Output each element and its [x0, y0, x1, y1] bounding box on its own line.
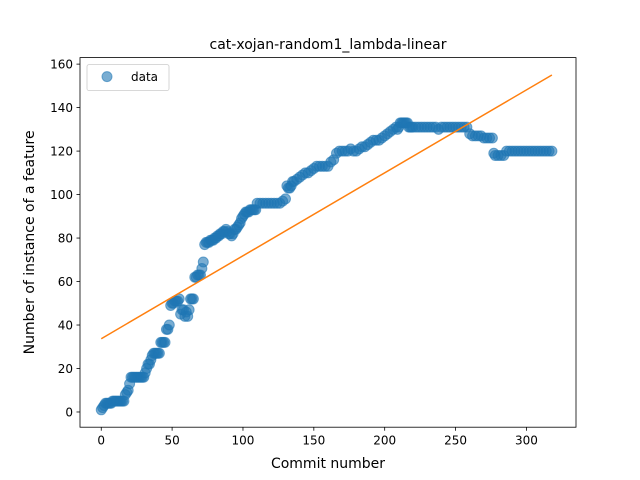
- y-tick-label: 20: [58, 362, 73, 376]
- data-point: [197, 256, 209, 268]
- y-tick-label: 40: [58, 318, 73, 332]
- legend-label: data: [131, 70, 158, 84]
- y-tick-label: 60: [58, 275, 73, 289]
- y-tick-label: 160: [50, 57, 73, 71]
- legend-box: [86, 64, 170, 91]
- legend: data: [86, 64, 170, 91]
- data-point: [183, 304, 195, 316]
- y-tick-label: 140: [50, 101, 73, 115]
- y-axis-ticks: 0 20 40 60 80 100 120 140 160: [50, 57, 80, 419]
- data-point: [279, 193, 291, 205]
- chart-title: cat-xojan-random1_lambda-linear: [210, 37, 447, 53]
- data-point: [163, 319, 175, 331]
- y-tick-label: 100: [50, 188, 73, 202]
- y-tick-label: 0: [65, 405, 73, 419]
- x-tick-label: 200: [373, 434, 396, 448]
- legend-marker: [101, 71, 113, 83]
- y-tick-label: 80: [58, 231, 73, 245]
- data-point: [153, 347, 165, 359]
- y-axis-label: Number of instance of a feature: [22, 130, 38, 354]
- data-point: [159, 336, 171, 348]
- x-tick-label: 300: [515, 434, 538, 448]
- y-tick-label: 120: [50, 144, 73, 158]
- x-tick-label: 100: [232, 434, 255, 448]
- data-point: [486, 132, 498, 144]
- x-tick-label: 150: [302, 434, 325, 448]
- x-tick-label: 250: [444, 434, 467, 448]
- data-point: [187, 293, 199, 305]
- x-axis-label: Commit number: [271, 456, 385, 472]
- plot-frame: [79, 57, 577, 428]
- data-point: [546, 145, 558, 157]
- fit-line: [100, 74, 553, 340]
- x-axis-ticks: 0 50 100 150 200 250 300: [97, 427, 538, 448]
- x-tick-label: 50: [164, 434, 179, 448]
- plot-area: [95, 74, 558, 416]
- x-tick-label: 0: [97, 434, 105, 448]
